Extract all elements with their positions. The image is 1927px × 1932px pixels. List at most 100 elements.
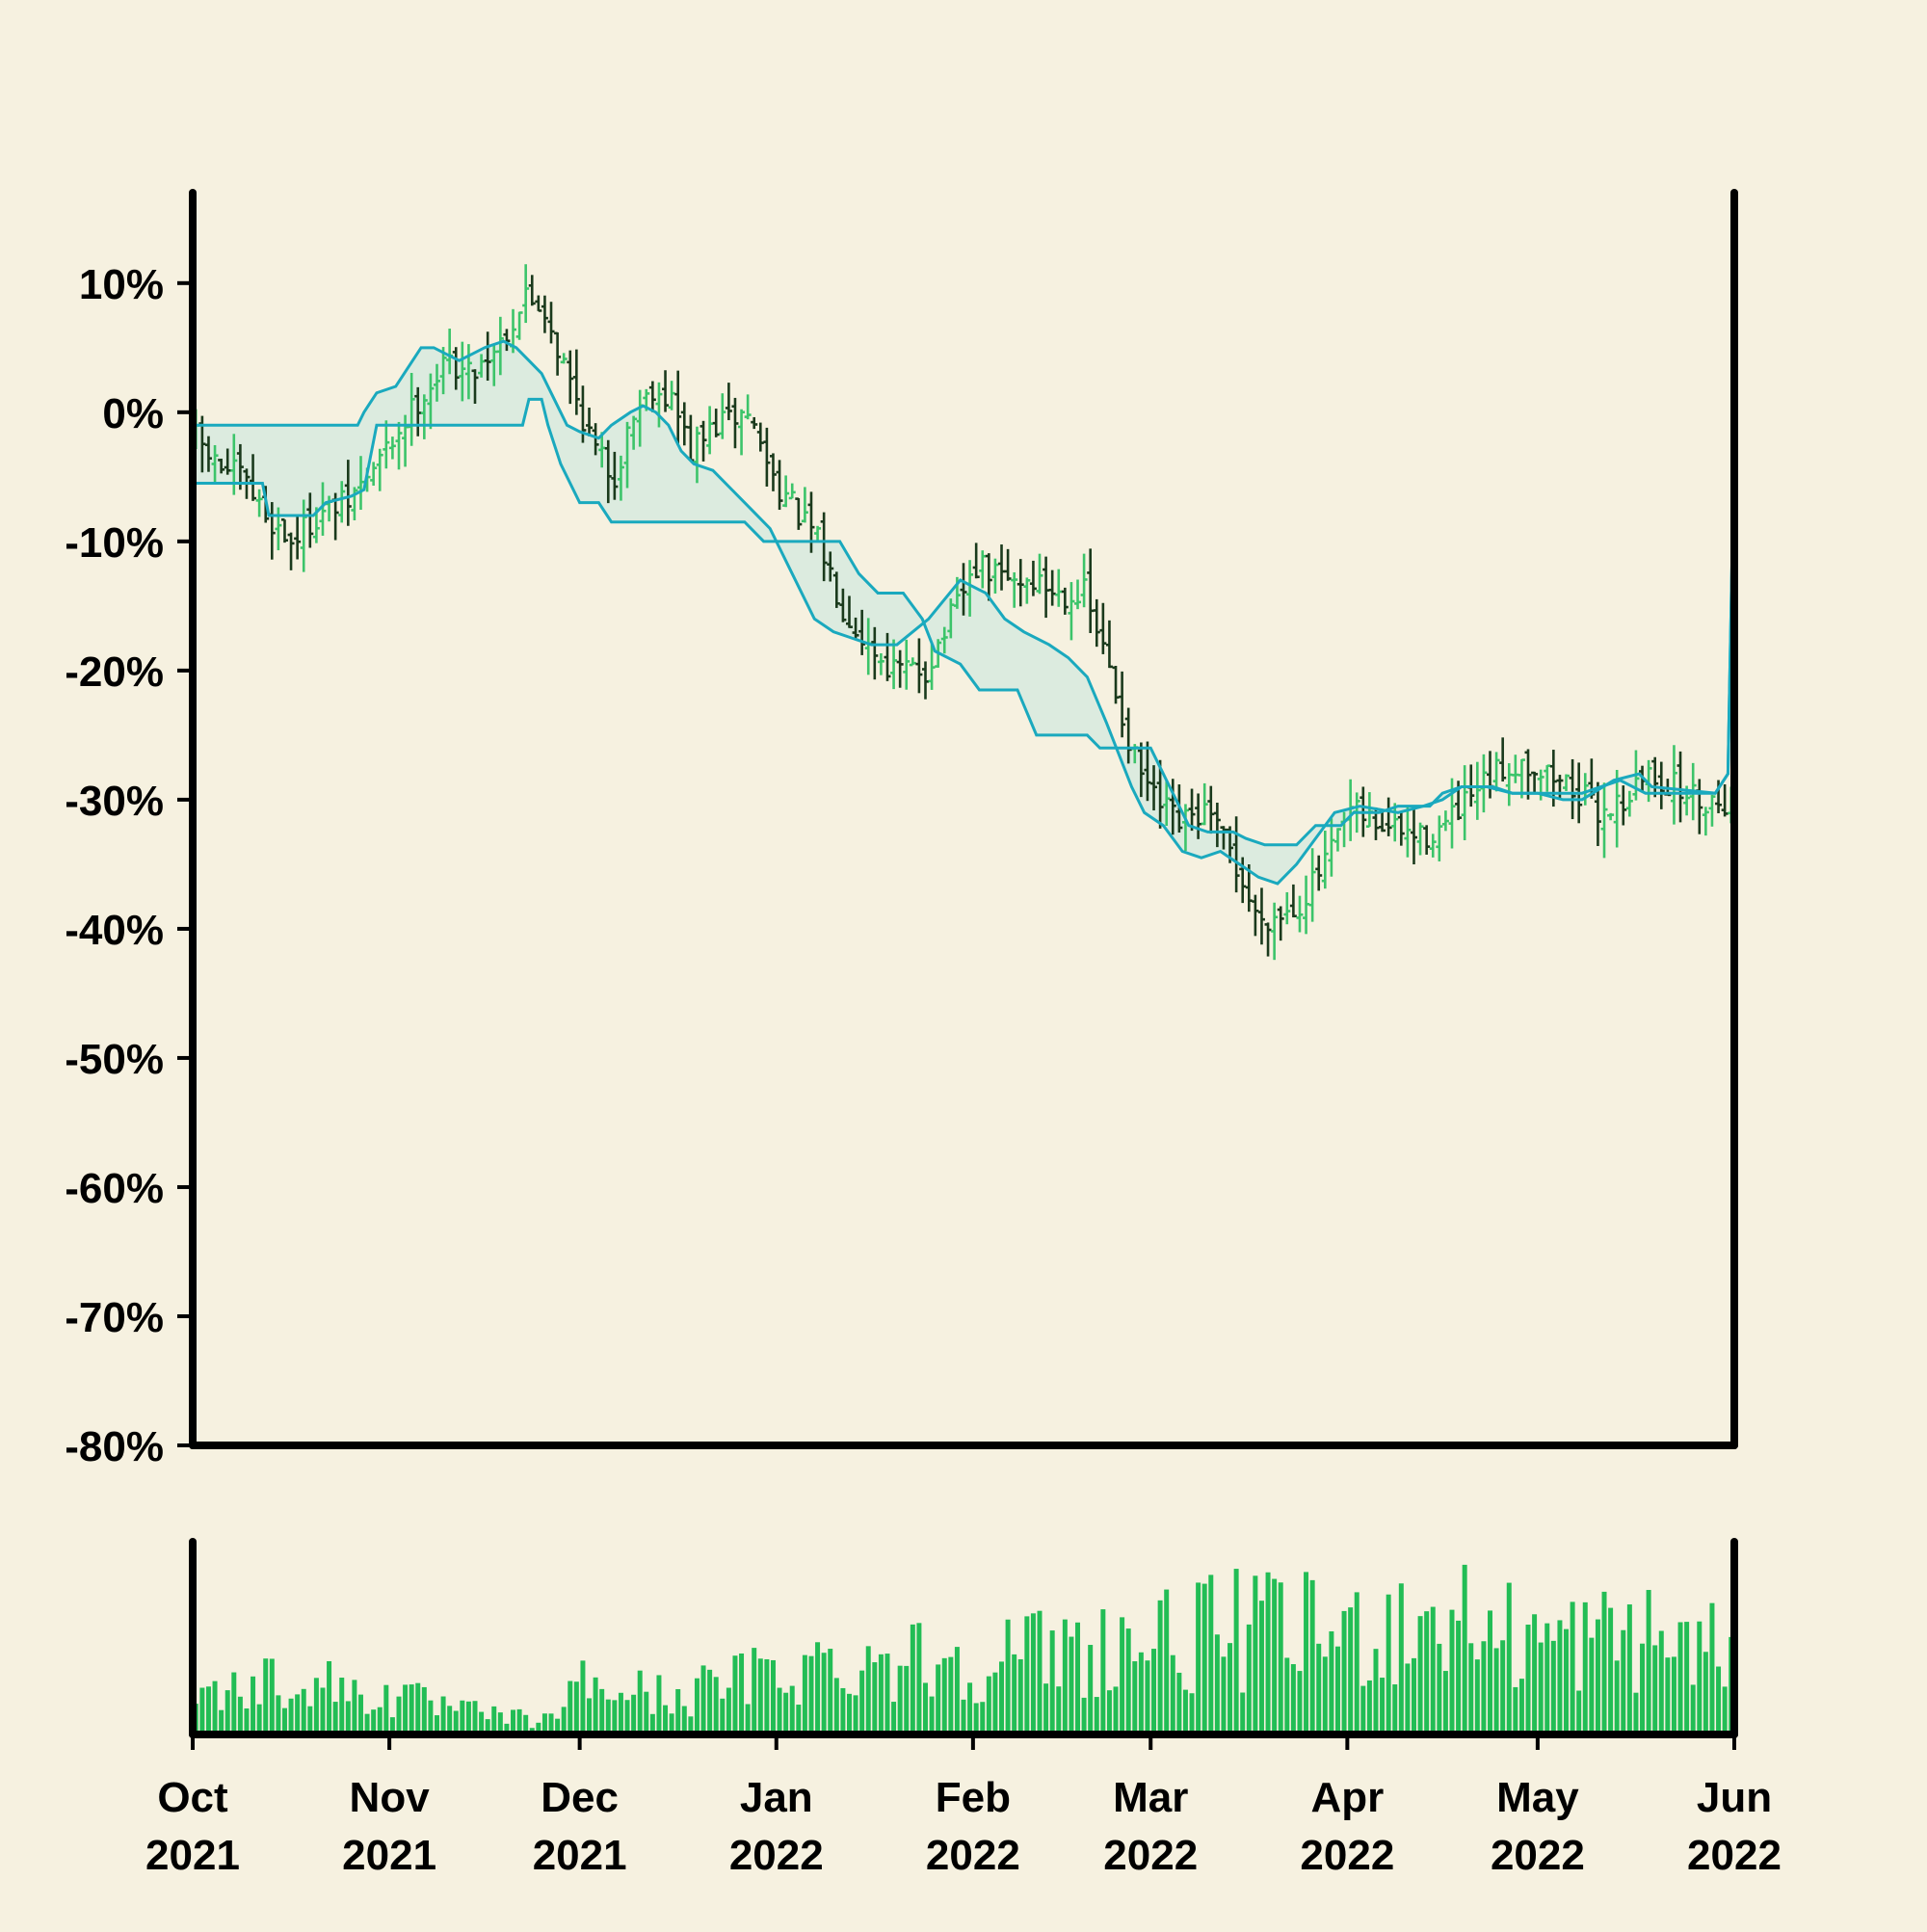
volume-bar [1037, 1610, 1043, 1734]
ohlc-bar [1563, 774, 1571, 791]
volume-bar [345, 1701, 351, 1734]
ohlc-bar [991, 558, 999, 594]
ohlc-bar [541, 295, 548, 333]
volume-bar [1671, 1656, 1676, 1734]
volume-bar [752, 1648, 757, 1734]
ohlc-bar [928, 643, 936, 690]
volume-bar [1544, 1623, 1550, 1734]
envelope-lines [193, 339, 1736, 886]
volume-bar [941, 1657, 947, 1734]
ohlc-bar [433, 363, 440, 402]
volume-bar [1258, 1601, 1264, 1734]
ohlc-bar [1036, 553, 1043, 595]
volume-bar [1075, 1622, 1081, 1734]
ohlc-bar [630, 415, 638, 450]
volume-bar [1164, 1589, 1170, 1734]
ohlc-bar [1473, 761, 1481, 820]
volume-bar [1322, 1656, 1328, 1734]
ohlc-bar [1333, 828, 1341, 852]
ohlc-bar [1232, 816, 1240, 893]
ohlc-bar [947, 598, 955, 639]
volume-bar [891, 1702, 897, 1734]
volume-bar [1360, 1685, 1366, 1734]
y-tick-label: -50% [65, 1036, 164, 1083]
ohlc-bar [535, 295, 542, 312]
ohlc-bar [966, 560, 974, 617]
ohlc-bar [439, 347, 447, 395]
ohlc-bar [820, 512, 828, 582]
ohlc-bar [700, 420, 707, 462]
volume-bar [1227, 1643, 1233, 1734]
volume-bar [783, 1692, 789, 1734]
y-tick-label: -60% [65, 1165, 164, 1212]
ohlc-bar [395, 421, 403, 470]
ohlc-bar [294, 515, 302, 560]
volume-bar [1132, 1661, 1138, 1734]
ohlc-bar [230, 434, 238, 495]
volume-bar [1182, 1689, 1188, 1734]
volume-bar [739, 1653, 745, 1734]
volume-bar [580, 1660, 586, 1734]
volume-bar [244, 1708, 250, 1734]
ohlc-bar [1569, 758, 1576, 820]
volume-bar [357, 1694, 363, 1734]
volume-bar [833, 1678, 839, 1734]
ohlc-bar [1518, 758, 1525, 799]
volume-bar [853, 1695, 858, 1734]
volume-bar [511, 1709, 516, 1734]
volume-bar [865, 1646, 871, 1734]
ohlc-bar [719, 393, 726, 439]
volume-bar [1170, 1654, 1175, 1734]
volume-bar [1094, 1697, 1099, 1734]
volume-bar [1474, 1659, 1480, 1734]
ohlc-bar [1321, 830, 1329, 889]
volume-bar [1608, 1607, 1614, 1734]
ohlc-bar [1195, 793, 1202, 839]
volume-bar [757, 1658, 763, 1734]
ohlc-bar [1252, 894, 1259, 937]
volume-bar [821, 1653, 827, 1734]
x-tick-year: 2022 [1300, 1832, 1394, 1879]
ohlc-bar [1676, 751, 1684, 823]
volume-bar [745, 1704, 751, 1734]
ohlc-bar [496, 316, 504, 376]
ohlc-bar [388, 437, 396, 460]
ohlc-bar [1715, 780, 1723, 813]
volume-bar [859, 1670, 865, 1734]
volume-bar [624, 1700, 630, 1734]
volume-bar [497, 1712, 503, 1734]
ohlc-bar [738, 409, 746, 456]
volume-bar [884, 1654, 890, 1734]
envelope-fill [193, 341, 1729, 885]
volume-bar [878, 1654, 884, 1734]
ohlc-bar [567, 350, 574, 405]
volume-bar [421, 1686, 427, 1734]
ohlc-bar [795, 497, 803, 530]
ohlc-bar [1397, 812, 1405, 846]
volume-bar [1233, 1569, 1239, 1734]
volume-bar [1201, 1583, 1207, 1734]
ohlc-bar [1213, 802, 1221, 848]
ohlc-bar [1181, 804, 1189, 852]
ohlc-bar [1201, 782, 1208, 826]
ohlc-bar [852, 617, 859, 640]
volume-bar [1684, 1622, 1690, 1734]
ohlc-bar [1436, 815, 1443, 861]
volume-bar [371, 1709, 377, 1734]
ohlc-bar [1137, 742, 1145, 798]
ohlc-bar [1423, 825, 1431, 855]
volume-bar [1278, 1582, 1283, 1734]
ohlc-bar [903, 639, 911, 690]
ohlc-bar [1112, 665, 1120, 704]
ohlc-bar [459, 341, 466, 402]
volume-bar [897, 1665, 903, 1734]
ohlc-bar [751, 416, 758, 430]
x-tick-month: Nov [350, 1774, 431, 1821]
volume-bar [465, 1701, 471, 1734]
volume-bar [1100, 1609, 1106, 1734]
ohlc-bar [1004, 548, 1012, 581]
volume-bar [1703, 1652, 1708, 1734]
volume-bar [675, 1688, 681, 1734]
ohlc-bar [744, 394, 752, 420]
ohlc-bar [1702, 807, 1709, 836]
